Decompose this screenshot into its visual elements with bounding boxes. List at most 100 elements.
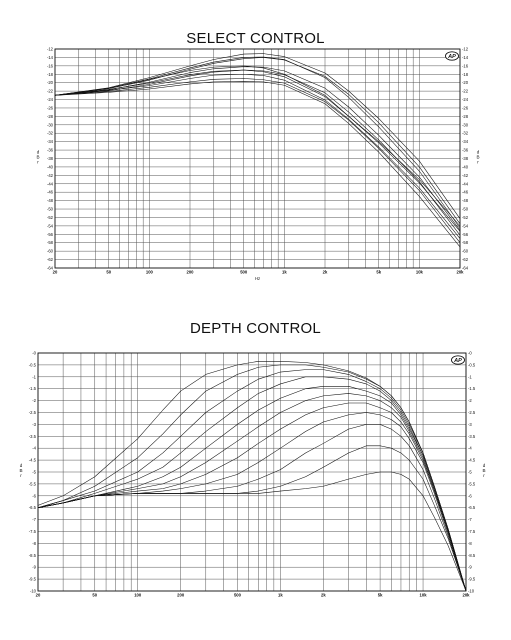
y-tick-label-right: -50 — [462, 207, 469, 212]
y-tick-label-right: -52 — [462, 215, 469, 220]
x-tick-label: 20 — [53, 270, 58, 275]
select-control-title: SELECT CONTROL — [186, 30, 325, 47]
y-tick-label-right: -12 — [462, 47, 469, 52]
y-tick-label-right: -4 — [468, 446, 472, 451]
x-tick-label: 200 — [177, 593, 185, 598]
plot-area-0: -12 -12 -14 -14 -16 -16 -18 -18 -20 -20 -22 -22 -24 -… — [36, 47, 479, 282]
y-tick-label-left: -1 — [32, 374, 36, 379]
x-tick-label: 500 — [240, 270, 248, 275]
y-tick-label-left: -1.5 — [29, 386, 37, 391]
y-tick-label-right: -7.5 — [468, 529, 476, 534]
y-tick-label-right: -26 — [462, 105, 469, 110]
y-tick-label-left: -12 — [47, 47, 54, 52]
y-tick-label-left: -4 — [32, 446, 36, 451]
y-tick-label-right: -36 — [462, 148, 469, 153]
y-tick-label-right: -16 — [462, 63, 469, 68]
series-line-4 — [37, 402, 467, 592]
y-tick-label-right: -58 — [462, 240, 469, 245]
y-tick-label-right: -8.5 — [468, 553, 476, 558]
y-tick-label-left: -5.5 — [29, 481, 37, 486]
y-tick-label-right: -8 — [468, 541, 472, 546]
y-tick-label-right: -9 — [468, 565, 472, 570]
y-tick-label-right: -32 — [462, 131, 469, 136]
y-tick-label-left: -32 — [47, 131, 54, 136]
y-tick-label-left: -34 — [47, 139, 54, 144]
y-tick-label-left: -16 — [47, 63, 54, 68]
series-line-8 — [37, 369, 467, 592]
y-tick-label-left: -2.5 — [29, 410, 37, 415]
y-tick-label-left: -22 — [47, 89, 54, 94]
y-tick-label-right: -54 — [462, 223, 469, 228]
plot-frame — [37, 352, 467, 592]
y-tick-label-left: -52 — [47, 215, 54, 220]
y-tick-label-left: -14 — [47, 55, 54, 60]
y-tick-label-right: -1.5 — [468, 386, 476, 391]
y-tick-label-left: -8.5 — [29, 553, 37, 558]
y-tick-label-right: -56 — [462, 232, 469, 237]
y-tick-label-right: -3 — [468, 422, 472, 427]
y-tick-label-left: -38 — [47, 156, 54, 161]
y-tick-label-left: -0.5 — [29, 362, 37, 367]
y-tick-label-left: -42 — [47, 173, 54, 178]
y-tick-label-left: -0 — [32, 351, 36, 356]
y-tick-label-right: -60 — [462, 249, 469, 254]
series-line-2 — [37, 424, 467, 592]
y-tick-label-left: -5 — [32, 470, 36, 475]
ap-logo: AP — [445, 51, 459, 61]
series-line-2 — [54, 73, 461, 239]
y-tick-label-left: -40 — [47, 164, 54, 169]
y-tick-label-right: -2.5 — [468, 410, 476, 415]
x-tick-label: 10k — [420, 593, 428, 598]
y-tick-label-right: -20 — [462, 80, 469, 85]
series-line-1 — [37, 445, 467, 592]
x-tick-label: 50 — [106, 270, 111, 275]
y-tick-label-left: -9.5 — [29, 577, 37, 582]
y-tick-label-right: -4.5 — [468, 458, 476, 463]
series-line-9 — [37, 364, 467, 592]
series-line-9 — [54, 66, 461, 231]
y-tick-label-right: -40 — [462, 164, 469, 169]
x-tick-label: 2k — [323, 270, 328, 275]
series-line-1 — [54, 69, 461, 232]
y-tick-label-right: -0.5 — [468, 362, 476, 367]
series-line-6 — [54, 53, 461, 219]
series-line-3 — [37, 412, 467, 592]
y-tick-label-right: -64 — [462, 266, 469, 271]
y-tick-label-right: -44 — [462, 181, 469, 186]
y-tick-label-right: -1 — [468, 374, 472, 379]
y-tick-label-left: -18 — [47, 72, 54, 77]
series-line-5 — [37, 393, 467, 592]
y-tick-label-right: -7 — [468, 517, 472, 522]
y-tick-label-right: -5 — [468, 470, 472, 475]
y-tick-label-left: -20 — [47, 80, 54, 85]
y-tick-label-left: -9 — [32, 565, 36, 570]
y-tick-label-right: -34 — [462, 139, 469, 144]
y-tick-label-right: -62 — [462, 257, 469, 262]
y-tick-label-right: -24 — [462, 97, 469, 102]
y-tick-label-right: -42 — [462, 173, 469, 178]
x-tick-label: 10k — [416, 270, 424, 275]
series-line-7 — [37, 376, 467, 592]
plot-area-1: -0 -0 -0.5 -0.5 -1 -1 -1.5 -1.5 -2 -2 -2.5 -2.5 -3 -3… — [19, 351, 485, 598]
y-tick-label-right: -6 — [468, 493, 472, 498]
y-tick-label-left: -46 — [47, 190, 54, 195]
y-tick-label-right: -28 — [462, 114, 469, 119]
y-tick-label-left: -44 — [47, 181, 54, 186]
y-tick-label-left: -64 — [47, 266, 54, 271]
y-tick-label-left: -56 — [47, 232, 54, 237]
y-tick-label-left: -7.5 — [29, 529, 37, 534]
y-tick-label-right: -3.5 — [468, 434, 476, 439]
y-tick-label-left: -3 — [32, 422, 36, 427]
y-tick-label-left: -10 — [30, 589, 37, 594]
y-tick-label-left: -7 — [32, 517, 36, 522]
series-line-0 — [54, 65, 461, 227]
x-tick-label: 1k — [282, 270, 287, 275]
y-tick-label-left: -8 — [32, 541, 36, 546]
series-line-10 — [37, 361, 467, 592]
y-tick-label-left: -4.5 — [29, 458, 37, 463]
series-line-4 — [54, 81, 461, 248]
y-tick-label-left: -30 — [47, 122, 54, 127]
